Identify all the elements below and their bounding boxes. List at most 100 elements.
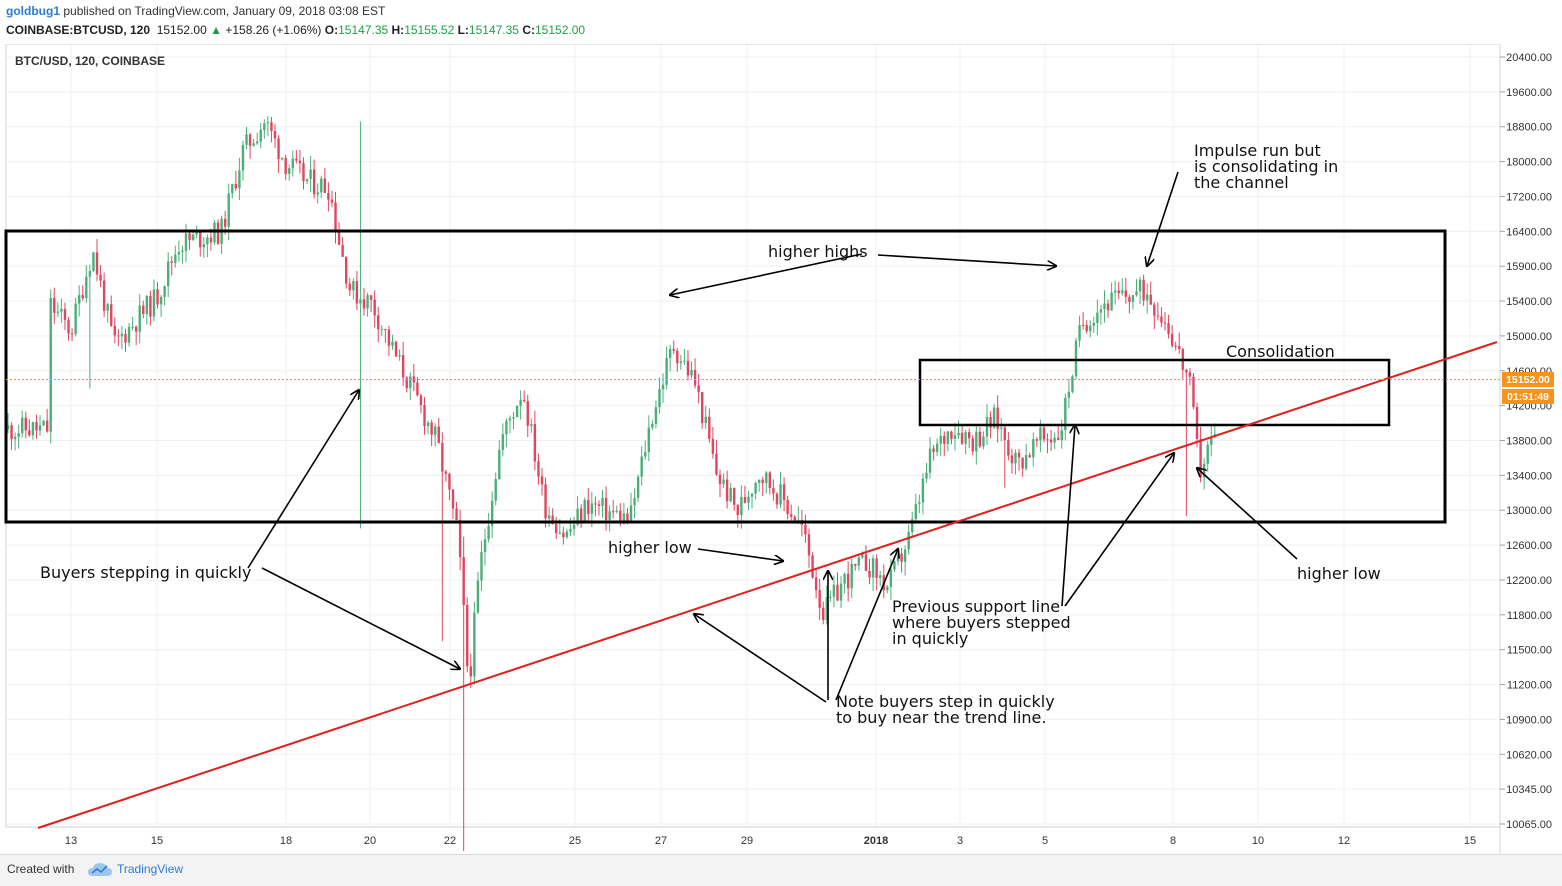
candle (127, 326, 131, 343)
candle (839, 583, 843, 601)
impulse-note-3: the channel (1194, 173, 1289, 192)
candle (384, 328, 387, 330)
ohlc-line: COINBASE:BTCUSD, 120 15152.00 ▲ +158.26 … (6, 23, 585, 37)
high-label: H: (391, 23, 405, 37)
candle (323, 178, 327, 193)
candle (487, 525, 490, 540)
candle (1010, 455, 1014, 464)
candle (1021, 457, 1024, 469)
candle (401, 355, 405, 378)
published-text: published on TradingView.com, January 09… (63, 4, 386, 18)
candle (935, 443, 939, 452)
candle (1046, 439, 1049, 441)
candle (508, 418, 512, 421)
candle (480, 551, 483, 581)
candle (469, 666, 472, 677)
candle (241, 144, 245, 171)
candle (1028, 455, 1031, 458)
candle (779, 484, 782, 505)
candle (78, 295, 81, 304)
candle (583, 499, 586, 521)
candle (551, 515, 554, 524)
publish-line: goldbug1 published on TradingView.com, J… (6, 4, 385, 18)
x-tick-label: 18 (280, 835, 292, 847)
candle (708, 416, 711, 439)
candle (184, 233, 188, 251)
candle (256, 141, 259, 144)
author-link[interactable]: goldbug1 (6, 4, 60, 18)
candle (231, 184, 234, 194)
tradingview-link[interactable]: TradingView (117, 862, 184, 876)
chart-header: goldbug1 published on TradingView.com, J… (0, 0, 1562, 44)
candle (686, 360, 690, 376)
candle (305, 179, 309, 182)
price-chart[interactable]: 20400.00 19600.00 18800.00 18000.00 17200.00… (0, 44, 1562, 854)
trend-line (37, 341, 1498, 829)
candle (149, 295, 152, 317)
symbol-label[interactable]: COINBASE:BTCUSD, 120 (6, 23, 151, 37)
candle (676, 350, 679, 364)
x-tick-label: 10 (1252, 835, 1264, 847)
candle (765, 472, 768, 484)
candle (455, 508, 458, 520)
candle (1163, 322, 1167, 324)
candle (704, 416, 707, 423)
candle (441, 442, 444, 472)
candle (782, 484, 786, 500)
candle (234, 184, 238, 189)
candle (740, 496, 743, 516)
y-tick-label: 18000.00 (1506, 157, 1552, 169)
candle (1067, 391, 1071, 398)
candle (1195, 407, 1199, 440)
candle (1007, 440, 1010, 456)
tradingview-cloud-icon[interactable] (87, 861, 113, 879)
candle (1085, 325, 1088, 332)
y-tick-label: 13000.00 (1506, 505, 1552, 517)
candle (24, 417, 27, 431)
candle (640, 456, 643, 477)
candle (1096, 312, 1099, 324)
candle (21, 417, 24, 434)
x-tick-label: 15 (151, 835, 163, 847)
candle (722, 479, 725, 485)
candle (526, 401, 529, 426)
trendline-note-2: to buy near the trend line. (836, 708, 1046, 727)
candle (960, 432, 964, 444)
candle (590, 503, 594, 514)
candle (1153, 304, 1156, 316)
candle (494, 478, 497, 501)
candle (1071, 376, 1074, 392)
candle (832, 584, 836, 597)
candle (245, 134, 248, 145)
candle (1188, 372, 1192, 377)
high-value: 15155.52 (404, 23, 455, 37)
candle (248, 134, 252, 146)
candle (302, 163, 305, 182)
created-with-text: Created with (7, 862, 75, 876)
candle (693, 369, 697, 386)
y-tick-label: 19600.00 (1506, 87, 1552, 99)
candle (754, 482, 757, 494)
candle (13, 436, 17, 440)
candle (761, 479, 764, 484)
chart-area[interactable]: 20400.00 19600.00 18800.00 18000.00 17200.00… (0, 44, 1562, 854)
candle (334, 202, 337, 231)
candle (74, 303, 77, 335)
candle (369, 295, 373, 300)
candle (1142, 279, 1145, 301)
candle (1000, 427, 1003, 429)
x-tick-label: 2018 (864, 835, 888, 847)
candle (690, 369, 693, 376)
candle (10, 425, 13, 440)
candle (330, 199, 334, 203)
candle (1146, 294, 1149, 301)
x-tick-label: 8 (1170, 835, 1176, 847)
y-tick-label: 11800.00 (1507, 610, 1552, 622)
candle (982, 436, 985, 447)
candle (120, 333, 124, 337)
low-label: L: (457, 23, 469, 37)
candle (953, 435, 957, 439)
candle (270, 122, 273, 132)
candle (715, 453, 718, 475)
consolidation-label: Consolidation (1226, 342, 1335, 361)
